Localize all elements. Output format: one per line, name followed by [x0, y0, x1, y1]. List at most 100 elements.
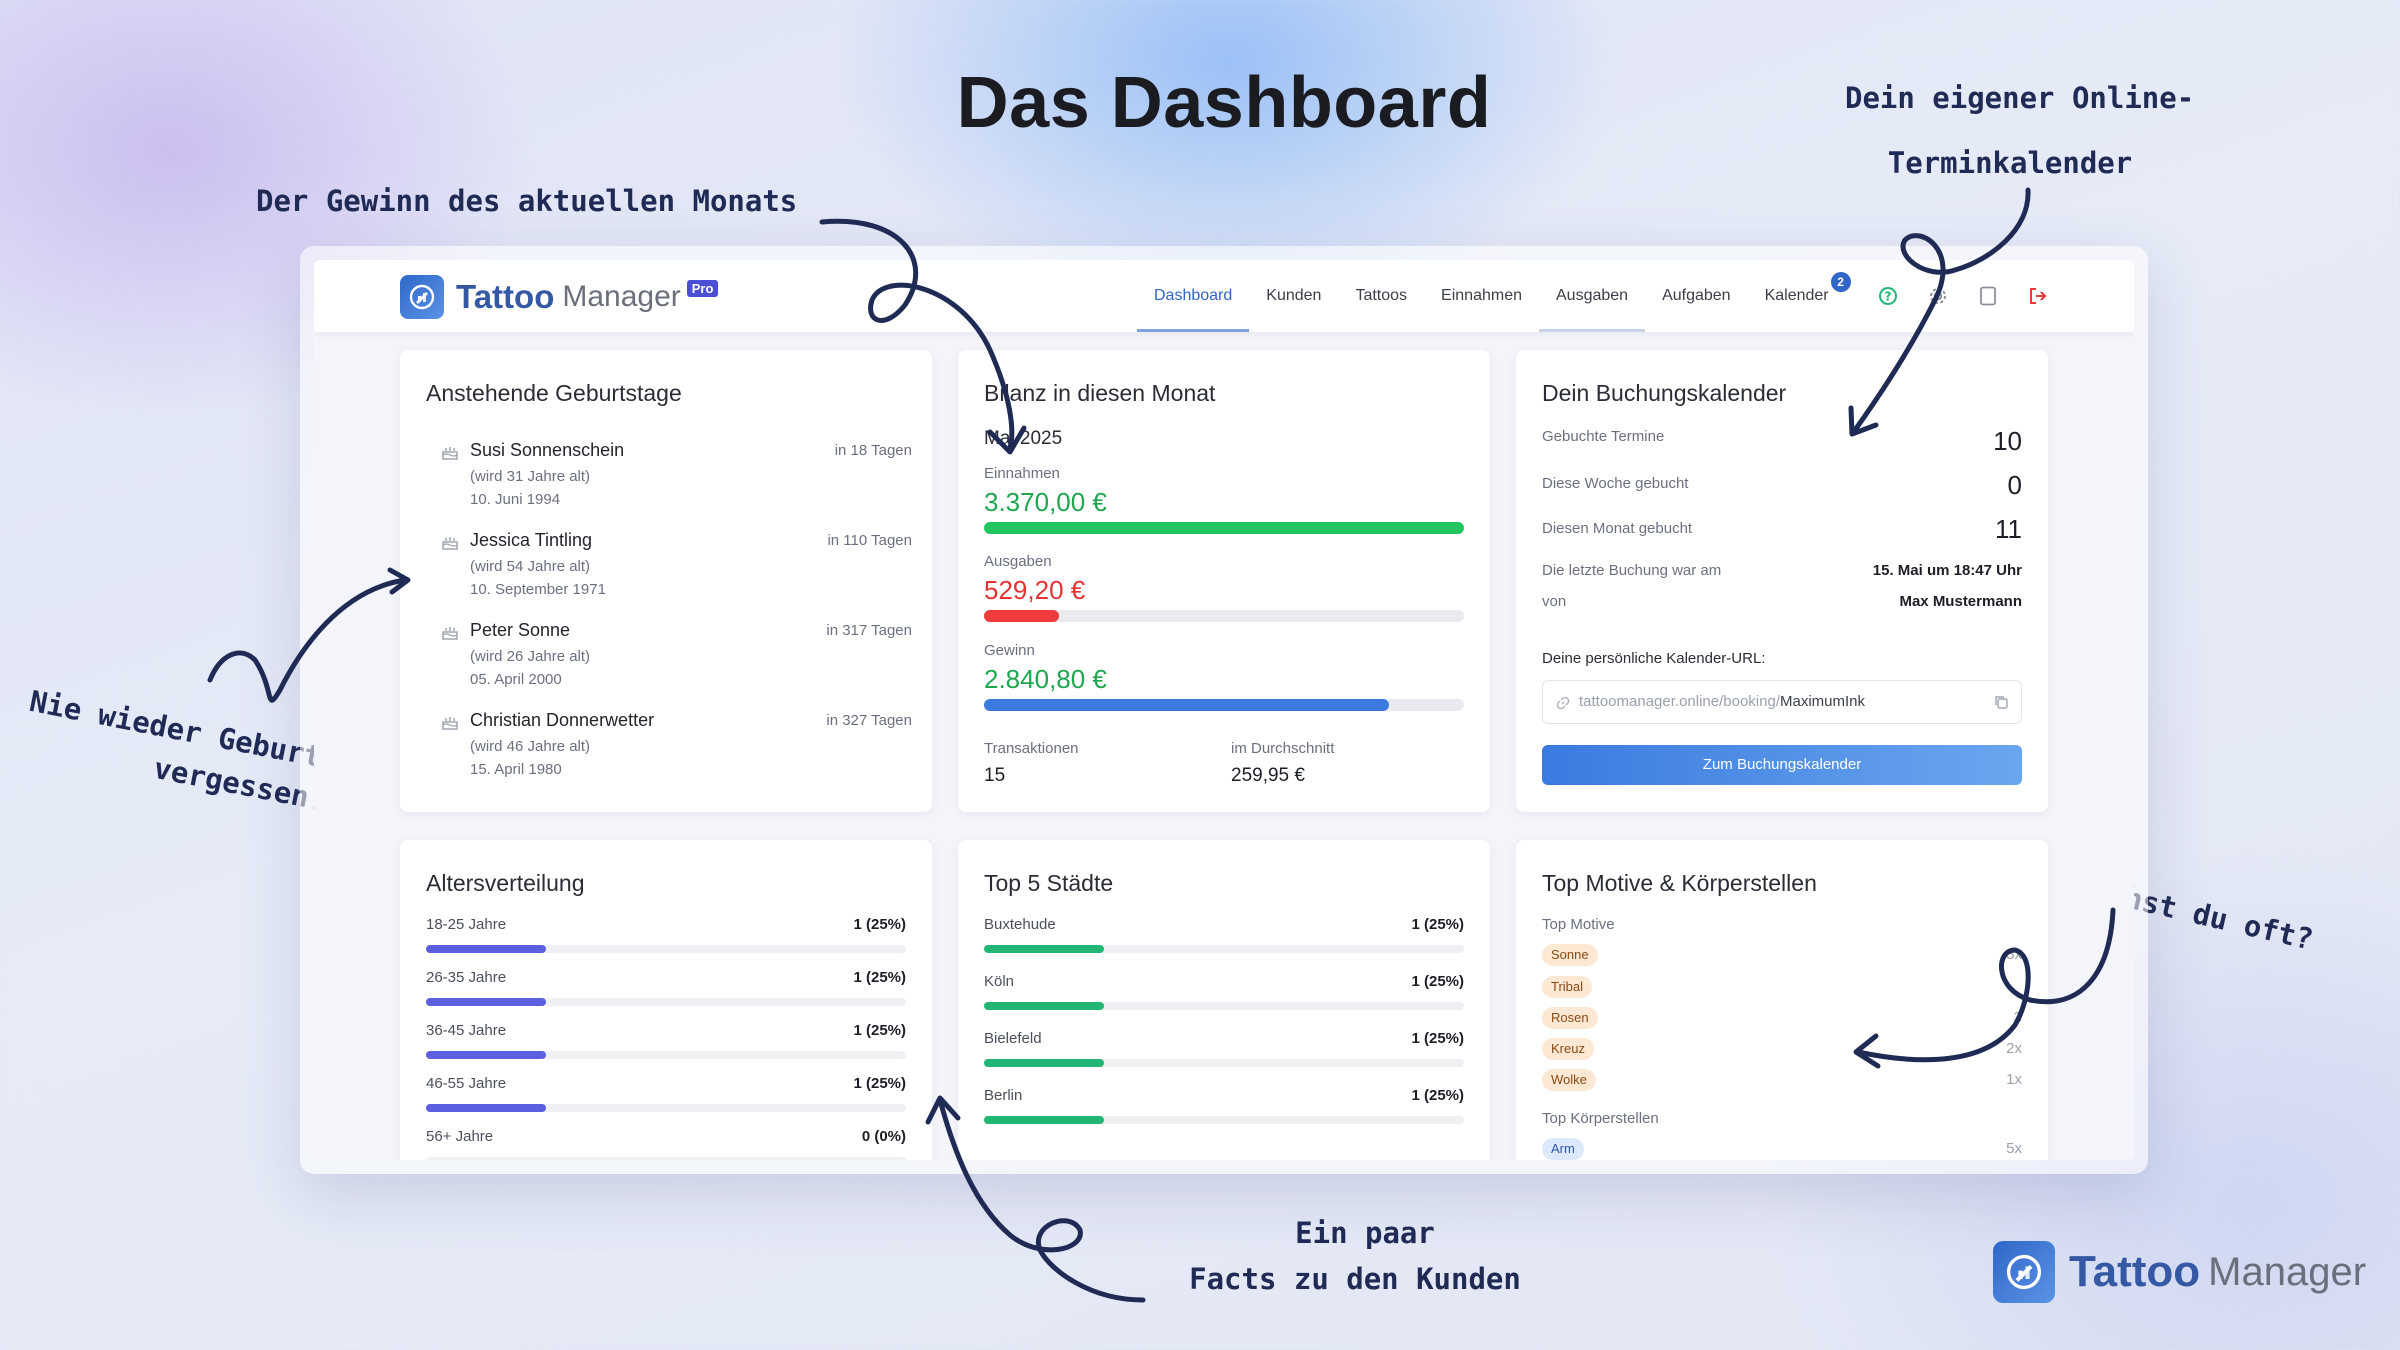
annotation-calendar: Dein eigener Online- Terminkalender — [1845, 66, 2194, 197]
city-value: 1 (25%) — [1411, 916, 1464, 933]
age-bar-track — [426, 1157, 906, 1160]
top-motifs-title: Top Motive & Körperstellen — [1542, 870, 1817, 896]
age-row: 36-45 Jahre 1 (25%) — [426, 1022, 906, 1072]
top-motifs-card: Top Motive & Körperstellen Top Motive So… — [1516, 840, 2048, 1160]
brand-word-tattoo: Tattoo — [2069, 1247, 2201, 1296]
expenses-label: Ausgaben — [984, 553, 1052, 570]
link-icon — [1555, 695, 1571, 716]
document-icon[interactable] — [1976, 284, 2000, 308]
page-headline: Das Dashboard — [956, 63, 1492, 143]
calendar-url-field[interactable]: tattoomanager.online/booking/MaximumInk — [1542, 680, 2022, 724]
birthday-name: Christian Donnerwetter — [470, 710, 655, 730]
motif-chip[interactable]: Kreuz — [1542, 1038, 1594, 1060]
birthday-age: (wird 26 Jahre alt) — [470, 648, 591, 665]
app-window: Tattoo Manager Pro Dashboard Kunden Tatt… — [314, 260, 2134, 1160]
nav-kalender-label: Kalender — [1764, 287, 1829, 304]
motif-chip[interactable]: Wolke — [1542, 1069, 1596, 1091]
booked-month-label: Diesen Monat gebucht — [1542, 520, 1693, 537]
pro-badge: Pro — [686, 279, 719, 297]
top-cities-card: Top 5 Städte Buxtehude 1 (25%) Köln 1 (2… — [958, 840, 1490, 1160]
booking-card: Dein Buchungskalender Gebuchte Termine 1… — [1516, 350, 2048, 812]
body-part-count: 5x — [2006, 1140, 2022, 1157]
annotation-facts-line2: Facts zu den Kunden — [1189, 1262, 1521, 1297]
last-booking-by-value: Max Mustermann — [1899, 593, 2022, 610]
birthday-item[interactable]: Christian Donnerwetter in 327 Tagen (wir… — [442, 710, 912, 790]
nav-ausgaben[interactable]: Ausgaben — [1539, 260, 1646, 332]
help-icon[interactable]: ? — [1876, 284, 1900, 308]
birthday-date: 10. Juni 1994 — [470, 491, 561, 508]
income-value: 3.370,00 € — [984, 487, 1107, 517]
birthday-item[interactable]: Jessica Tintling in 110 Tagen (wird 54 J… — [442, 530, 912, 610]
age-distribution-title: Altersverteilung — [426, 870, 585, 896]
top-cities-title: Top 5 Städte — [984, 870, 1114, 896]
nav-kalender[interactable]: Kalender 2 — [1748, 260, 1851, 332]
cake-icon — [442, 536, 458, 555]
nav-kunden[interactable]: Kunden — [1266, 287, 1322, 304]
city-value: 1 (25%) — [1411, 1030, 1464, 1047]
booked-month-value: 11 — [1995, 514, 2022, 544]
city-label: Berlin — [984, 1087, 1023, 1104]
city-label: Bielefeld — [984, 1030, 1042, 1047]
birthday-countdown: in 18 Tagen — [834, 442, 912, 459]
city-value: 1 (25%) — [1411, 1087, 1464, 1104]
booked-total-value: 10 — [1993, 426, 2022, 456]
booked-week-value: 0 — [2007, 470, 2022, 500]
age-group-label: 46-55 Jahre — [426, 1075, 507, 1092]
income-bar-track — [984, 522, 1464, 534]
transactions-value: 15 — [984, 765, 1006, 786]
top-body-parts-label: Top Körperstellen — [1542, 1110, 1659, 1127]
birthday-countdown: in 317 Tagen — [826, 622, 912, 639]
birthday-date: 10. September 1971 — [470, 581, 606, 598]
city-value: 1 (25%) — [1411, 973, 1464, 990]
birthday-date: 05. April 2000 — [470, 671, 562, 688]
birthday-name: Peter Sonne — [470, 620, 571, 640]
age-row: 56+ Jahre 0 (0%) — [426, 1128, 906, 1160]
expenses-bar — [984, 610, 1060, 622]
nav-tattoos[interactable]: Tattoos — [1355, 287, 1408, 304]
cake-icon — [442, 626, 458, 645]
motif-chip[interactable]: Tribal — [1542, 976, 1593, 998]
birthday-item[interactable]: Peter Sonne in 317 Tagen (wird 26 Jahre … — [442, 620, 912, 700]
city-row: Buxtehude 1 (25%) — [984, 916, 1464, 966]
logout-icon[interactable] — [2026, 284, 2050, 308]
booking-calendar-button[interactable]: Zum Buchungskalender — [1542, 745, 2022, 785]
income-bar — [984, 522, 1464, 534]
body-part-chip[interactable]: Arm — [1542, 1138, 1584, 1160]
annotation-facts-line1: Ein paar — [1295, 1216, 1435, 1250]
age-distribution-card: Altersverteilung 18-25 Jahre 1 (25%) 26-… — [400, 840, 932, 1160]
corner-brand-logo: Tattoo Manager — [1993, 1241, 2366, 1303]
top-navigation-bar: Tattoo Manager Pro Dashboard Kunden Tatt… — [314, 260, 2134, 332]
age-group-label: 56+ Jahre — [426, 1128, 494, 1145]
city-bar-track — [984, 1116, 1464, 1124]
motif-count: 2x — [2006, 1040, 2022, 1057]
age-group-label: 26-35 Jahre — [426, 969, 507, 986]
birthday-age: (wird 31 Jahre alt) — [470, 468, 591, 485]
topbar-icons: ? — [1876, 284, 2050, 308]
calendar-url-prefix: tattoomanager.online/booking/ — [1579, 693, 1780, 710]
age-bar-track — [426, 998, 906, 1006]
age-group-value: 1 (25%) — [853, 1075, 906, 1092]
motif-chip[interactable]: Sonne — [1542, 944, 1598, 966]
cake-icon — [442, 716, 458, 735]
gear-icon[interactable] — [1926, 284, 1950, 308]
svg-text:?: ? — [1885, 290, 1892, 304]
top-motifs-label: Top Motive — [1542, 916, 1615, 933]
nav-einnahmen[interactable]: Einnahmen — [1441, 287, 1522, 304]
birthday-item[interactable]: Susi Sonnenschein in 18 Tagen (wird 31 J… — [442, 440, 912, 520]
motif-chip[interactable]: Rosen — [1542, 1007, 1598, 1029]
balance-card: Bilanz in diesen Monat Mai 2025 Einnahme… — [958, 350, 1490, 812]
nav-dashboard[interactable]: Dashboard — [1137, 260, 1250, 332]
average-value: 259,95 € — [1231, 765, 1305, 786]
copy-icon[interactable] — [1993, 694, 2009, 715]
calendar-url-label: Deine persönliche Kalender-URL: — [1542, 650, 1766, 667]
age-bar-track — [426, 945, 906, 953]
nav-aufgaben[interactable]: Aufgaben — [1662, 287, 1731, 304]
expenses-bar-track — [984, 610, 1464, 622]
booked-total-label: Gebuchte Termine — [1542, 428, 1665, 445]
profit-value: 2.840,80 € — [984, 664, 1107, 694]
age-row: 18-25 Jahre 1 (25%) — [426, 916, 906, 966]
age-bar — [426, 1104, 546, 1112]
birthdays-card: Anstehende Geburtstage Susi Sonnenschein… — [400, 350, 932, 812]
birthday-countdown: in 110 Tagen — [827, 532, 912, 549]
app-logo[interactable]: Tattoo Manager Pro — [400, 275, 719, 319]
